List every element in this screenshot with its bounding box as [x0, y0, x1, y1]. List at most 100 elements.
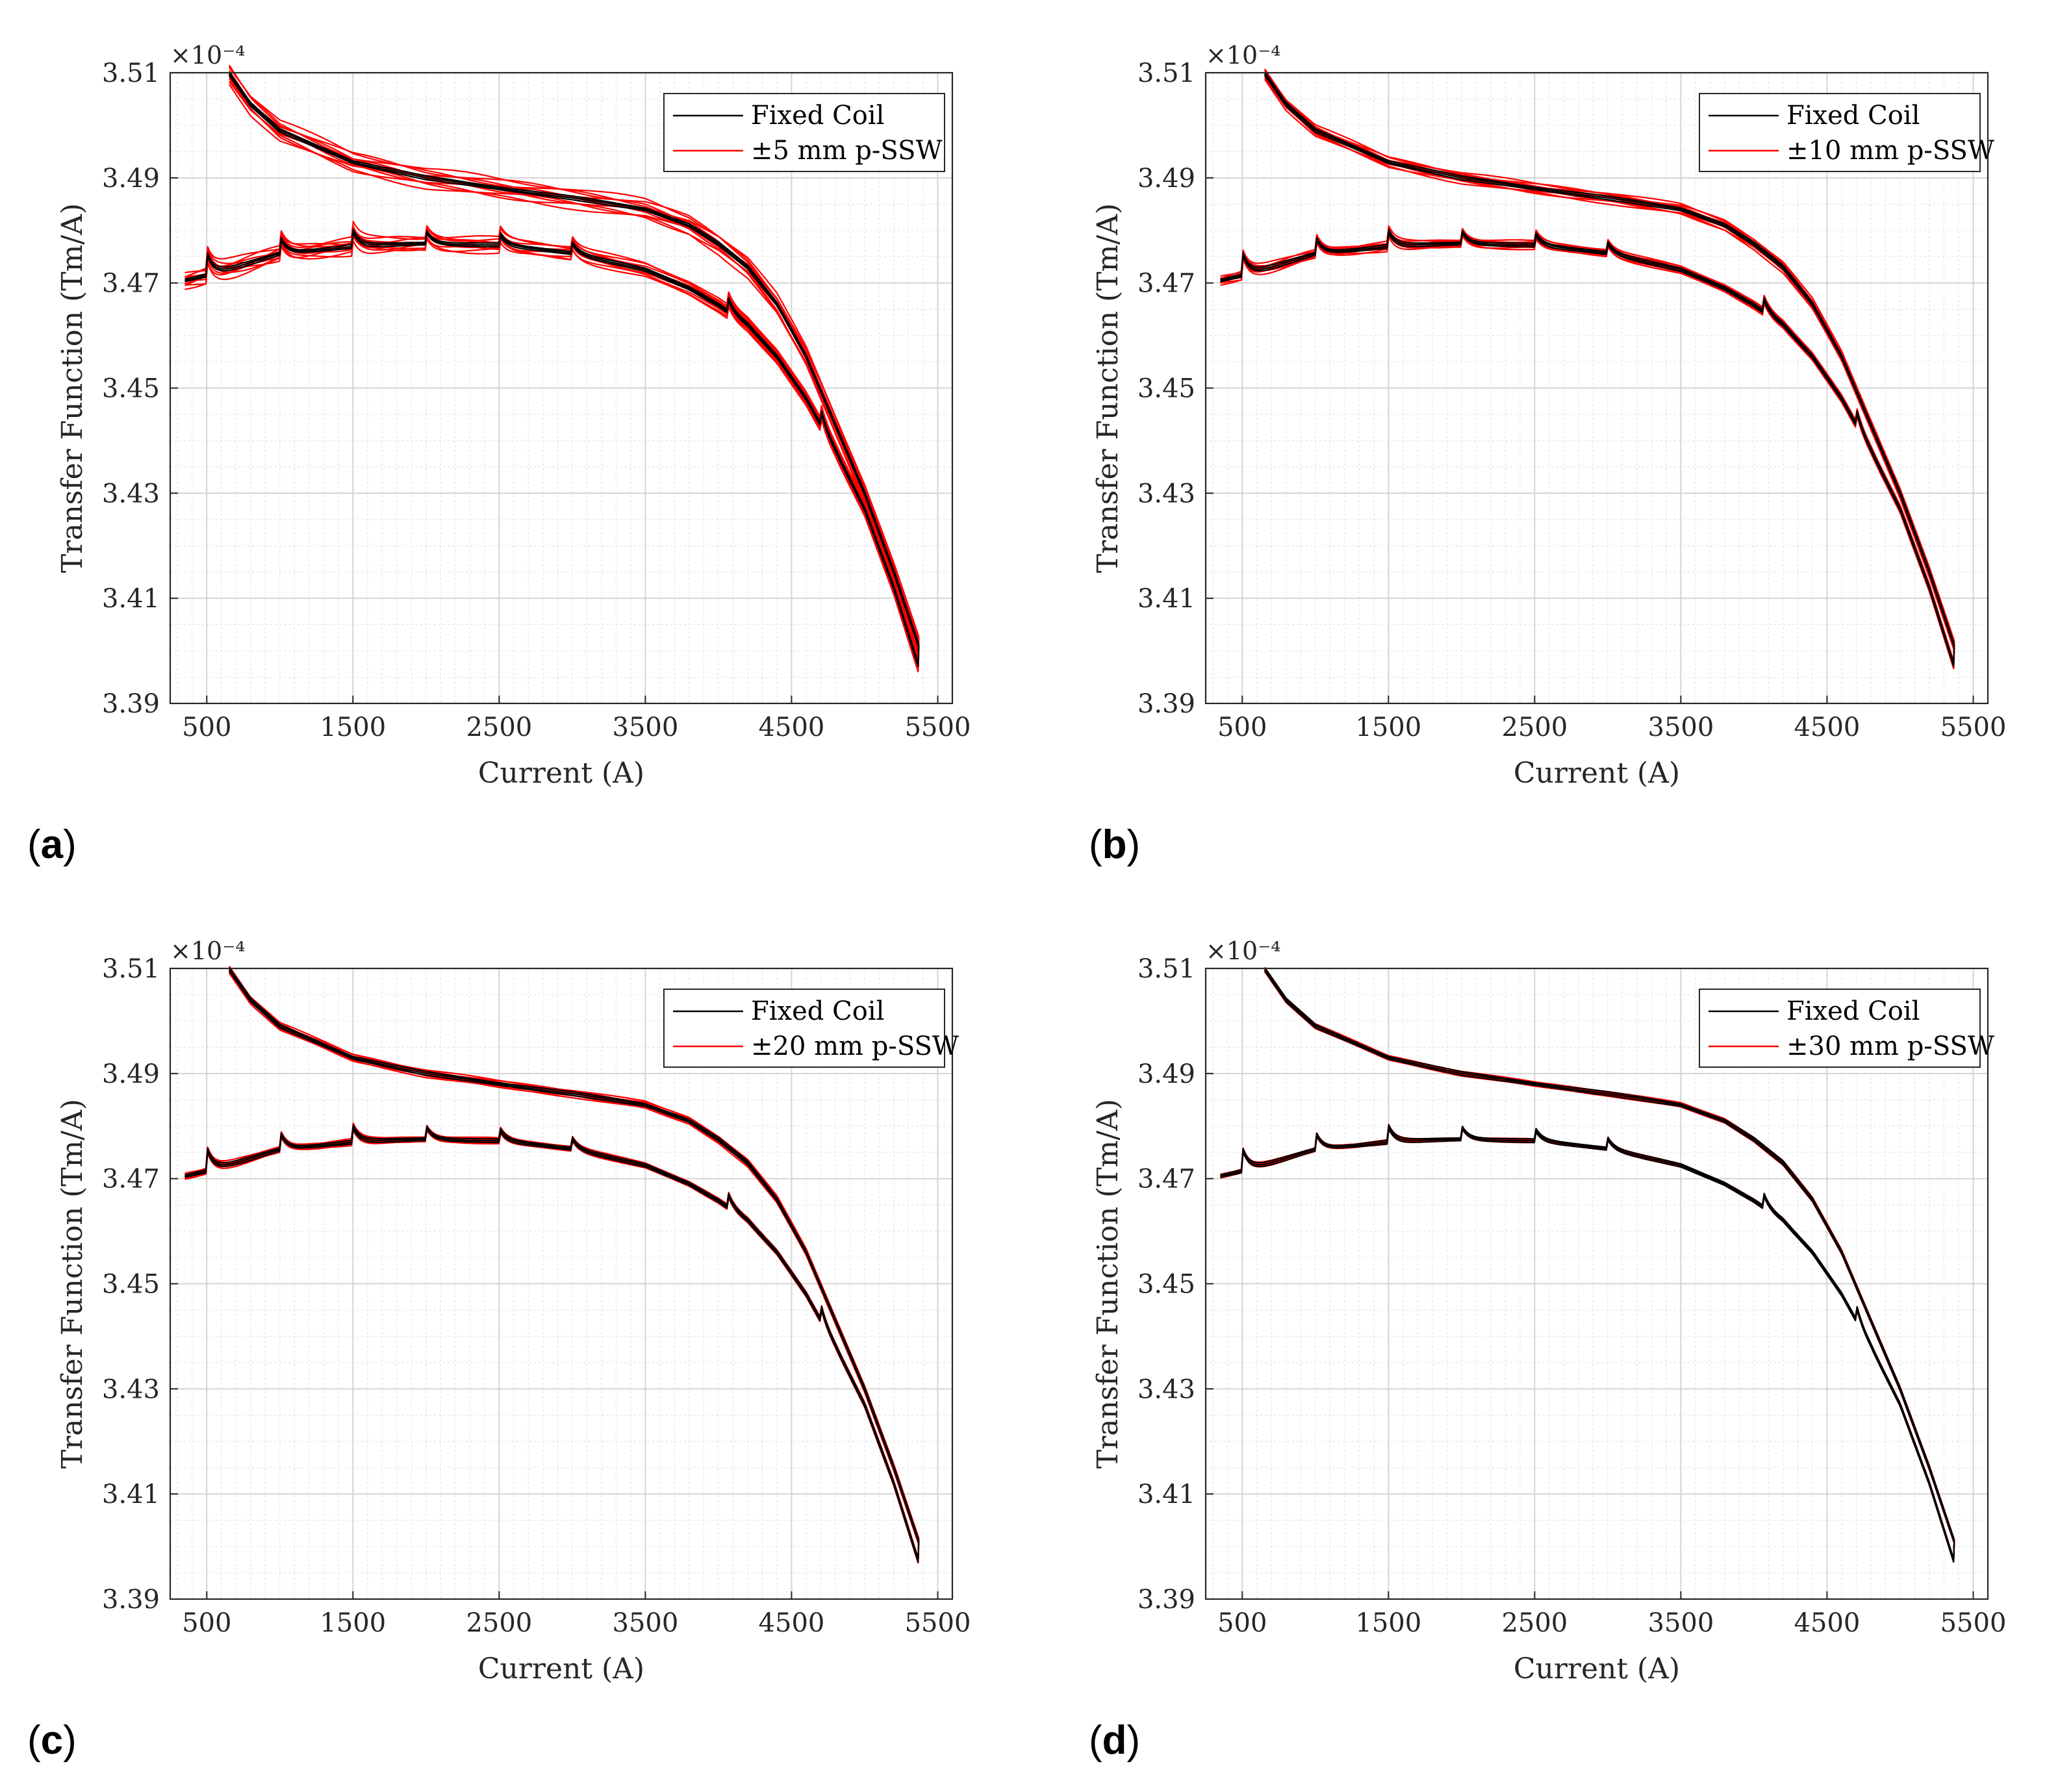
legend-label: ±30 mm p-SSW [1786, 1031, 1994, 1061]
y-tick-label: 3.43 [1137, 479, 1195, 509]
data-curves [1220, 966, 1955, 1563]
x-tick-label: 500 [1217, 713, 1267, 742]
x-tick-label: 500 [182, 1608, 231, 1638]
tick-labels: 500 1500 2500 3500 4500 5500 3.39 3.41 3.43 3.45 3… [1137, 954, 2006, 1638]
y-tick-label: 3.47 [102, 1165, 160, 1194]
panel-label-b: (b) [1089, 822, 1141, 867]
x-tick-label: 4500 [1794, 1608, 1861, 1638]
x-tick-label: 2500 [1501, 1608, 1568, 1638]
x-tick-label: 3500 [613, 1608, 679, 1638]
y-tick-label: 3.39 [102, 1585, 160, 1615]
y-multiplier: ×10⁻⁴ [1206, 937, 1280, 965]
legend-box [663, 93, 945, 172]
y-tick-label: 3.51 [102, 58, 160, 88]
x-tick-label: 3500 [1648, 1608, 1714, 1638]
x-tick-label: 4500 [1794, 713, 1861, 742]
tick-labels: 500 1500 2500 3500 4500 5500 3.39 3.41 3.43 3.45 3… [1137, 58, 2006, 742]
x-tick-label: 500 [1217, 1608, 1267, 1638]
x-tick-label: 3500 [1648, 713, 1714, 742]
y-multiplier: ×10⁻⁴ [170, 41, 245, 69]
y-tick-label: 3.41 [102, 1480, 160, 1509]
y-axis-label: Transfer Function (Tm/A) [1091, 1099, 1124, 1469]
legend-box [1699, 989, 1981, 1068]
data-curves [184, 965, 920, 1564]
x-tick-label: 1500 [320, 713, 386, 742]
legend-label: ±20 mm p-SSW [751, 1031, 959, 1061]
legend-box [1699, 93, 1981, 172]
x-tick-label: 3500 [613, 713, 679, 742]
series-black-line [1220, 71, 1955, 664]
y-tick-label: 3.51 [102, 954, 160, 984]
chart-a: 500 1500 2500 3500 4500 5500 3.39 3.41 3.43 3.45 3… [56, 41, 971, 790]
series-black-line [184, 71, 920, 664]
x-tick-label: 1500 [1355, 1608, 1421, 1638]
legend-label: ±5 mm p-SSW [751, 136, 943, 166]
y-tick-label: 3.45 [1137, 374, 1195, 404]
y-tick-label: 3.39 [102, 689, 160, 719]
panel-a: 500 1500 2500 3500 4500 5500 3.39 3.41 3.43 3.45 3… [0, 0, 1036, 896]
legend-label: Fixed Coil [1786, 996, 1920, 1026]
legend: Fixed Coil ±10 mm p-SSW [1699, 93, 1994, 172]
y-axis-label: Transfer Function (Tm/A) [1091, 203, 1124, 573]
series-red-line [184, 66, 920, 659]
y-tick-label: 3.41 [102, 584, 160, 614]
data-curves [1220, 68, 1955, 670]
x-tick-label: 5500 [905, 1608, 971, 1638]
panel-label-c: (c) [27, 1718, 77, 1763]
chart-c: 500 1500 2500 3500 4500 5500 3.39 3.41 3.43 3.45 3… [56, 937, 971, 1685]
y-tick-label: 3.43 [102, 479, 160, 509]
legend: Fixed Coil ±20 mm p-SSW [663, 989, 959, 1068]
y-tick-label: 3.45 [102, 1270, 160, 1300]
x-tick-label: 5500 [905, 713, 971, 742]
y-tick-label: 3.47 [1137, 1165, 1195, 1194]
x-tick-label: 4500 [759, 1608, 825, 1638]
x-tick-label: 2500 [466, 1608, 532, 1638]
x-tick-label: 2500 [1501, 713, 1568, 742]
x-tick-label: 1500 [1355, 713, 1421, 742]
y-tick-label: 3.49 [102, 164, 160, 194]
y-tick-label: 3.39 [1137, 1585, 1195, 1615]
tick-labels: 500 1500 2500 3500 4500 5500 3.39 3.41 3.43 3.45 3… [102, 58, 971, 742]
legend: Fixed Coil ±5 mm p-SSW [663, 93, 945, 172]
data-curves [184, 64, 920, 673]
x-axis-label: Current (A) [478, 757, 644, 790]
x-axis-label: Current (A) [478, 1652, 644, 1685]
x-axis-label: Current (A) [1514, 757, 1680, 790]
panel-label-a: (a) [27, 822, 77, 867]
chart-b: 500 1500 2500 3500 4500 5500 3.39 3.41 3.43 3.45 3… [1091, 41, 2006, 790]
x-tick-label: 5500 [1940, 713, 2007, 742]
legend-label: Fixed Coil [751, 996, 884, 1026]
y-tick-label: 3.47 [1137, 269, 1195, 299]
y-tick-label: 3.49 [1137, 164, 1195, 194]
y-multiplier: ×10⁻⁴ [1206, 41, 1280, 69]
y-tick-label: 3.51 [1137, 954, 1195, 984]
chart-d: 500 1500 2500 3500 4500 5500 3.39 3.41 3.43 3.45 3… [1091, 937, 2006, 1685]
panel-d: 500 1500 2500 3500 4500 5500 3.39 3.41 3.43 3.45 3… [1036, 896, 2071, 1791]
y-tick-label: 3.41 [1137, 1480, 1195, 1509]
y-tick-label: 3.45 [102, 374, 160, 404]
legend-label: Fixed Coil [1786, 101, 1920, 131]
tick-labels: 500 1500 2500 3500 4500 5500 3.39 3.41 3.43 3.45 3… [102, 954, 971, 1638]
panel-c: 500 1500 2500 3500 4500 5500 3.39 3.41 3.43 3.45 3… [0, 896, 1036, 1791]
y-tick-label: 3.49 [1137, 1059, 1195, 1089]
x-tick-label: 5500 [1940, 1608, 2007, 1638]
x-tick-label: 500 [182, 713, 231, 742]
y-tick-label: 3.49 [102, 1059, 160, 1089]
y-axis-label: Transfer Function (Tm/A) [56, 203, 89, 573]
y-tick-label: 3.43 [1137, 1374, 1195, 1404]
x-axis-label: Current (A) [1514, 1652, 1680, 1685]
x-tick-label: 2500 [466, 713, 532, 742]
y-multiplier: ×10⁻⁴ [170, 937, 245, 965]
y-tick-label: 3.45 [1137, 1270, 1195, 1300]
legend: Fixed Coil ±30 mm p-SSW [1699, 989, 1994, 1068]
y-tick-label: 3.41 [1137, 584, 1195, 614]
y-tick-label: 3.43 [102, 1374, 160, 1404]
x-tick-label: 4500 [759, 713, 825, 742]
legend-label: ±10 mm p-SSW [1786, 136, 1994, 166]
y-axis-label: Transfer Function (Tm/A) [56, 1099, 89, 1469]
series-black-line [1220, 967, 1955, 1560]
panel-b: 500 1500 2500 3500 4500 5500 3.39 3.41 3.43 3.45 3… [1036, 0, 2071, 896]
y-tick-label: 3.51 [1137, 58, 1195, 88]
legend-label: Fixed Coil [751, 101, 884, 131]
legend-box [663, 989, 945, 1068]
